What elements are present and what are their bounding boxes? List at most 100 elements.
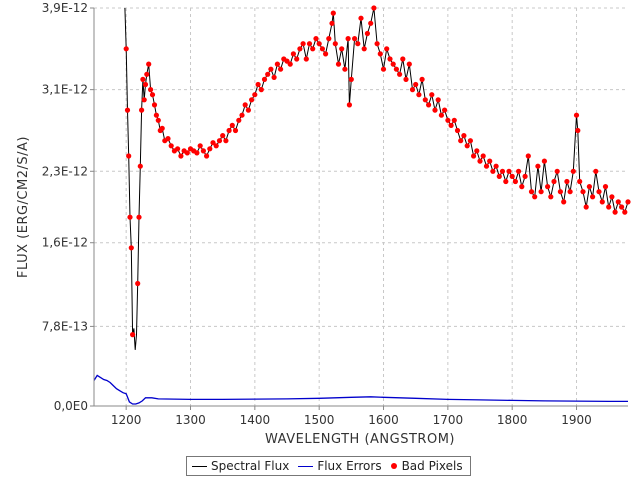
bad-pixel-point <box>232 127 239 134</box>
bad-pixel-point <box>551 178 557 185</box>
bad-pixel-point <box>516 168 522 174</box>
bad-pixel-point <box>339 46 345 52</box>
bad-pixel-point <box>368 20 374 26</box>
bad-pixel-point <box>130 332 136 338</box>
bad-pixel-point <box>332 41 338 47</box>
bad-pixel-point <box>503 178 509 185</box>
bad-pixel-point <box>409 87 416 93</box>
bad-pixel-point <box>303 56 309 62</box>
bad-pixel-point <box>297 46 303 52</box>
bad-pixel-point <box>426 102 432 108</box>
bad-pixel-point <box>442 107 448 113</box>
bad-pixel-point <box>364 30 370 37</box>
y-tick-label: 2,3E-12 <box>42 164 88 178</box>
bad-pixel-point <box>326 36 332 42</box>
bad-pixel-point <box>557 189 564 195</box>
bad-pixel-point <box>445 117 451 123</box>
bad-pixel-point <box>127 214 133 220</box>
bad-pixel-point <box>480 153 486 159</box>
bad-pixel-point <box>252 92 258 98</box>
bad-pixel-point <box>403 76 409 82</box>
bad-pixel-point <box>532 194 538 200</box>
bad-pixel-point <box>361 46 367 52</box>
legend-swatch-bad-pixels <box>390 463 397 469</box>
bad-pixel-point <box>586 184 593 190</box>
bad-pixel-point <box>583 204 589 210</box>
bad-pixel-point <box>319 46 325 52</box>
bad-pixel-point <box>519 184 525 190</box>
bad-pixel-point <box>548 194 554 200</box>
legend-swatch-spectral-flux <box>192 465 207 467</box>
bad-pixel-point <box>204 153 210 159</box>
series-line-flux-errors <box>93 374 628 405</box>
bad-pixel-point <box>393 66 399 72</box>
bad-pixel-point <box>220 133 226 139</box>
bad-pixel-point <box>380 66 387 72</box>
bad-pixel-point <box>416 92 422 98</box>
bad-pixel-point <box>419 76 425 82</box>
bad-pixel-point <box>599 199 605 205</box>
bad-pixel-point <box>229 122 235 128</box>
bad-pixel-point <box>124 107 131 113</box>
bad-pixel-point <box>371 5 377 11</box>
bad-pixel-point <box>258 87 264 93</box>
bad-pixel-point <box>178 153 184 159</box>
bad-pixel-point <box>329 20 335 26</box>
bad-pixel-point <box>245 107 251 113</box>
x-tick-label: 1300 <box>175 413 206 427</box>
bad-pixel-point <box>335 61 342 67</box>
bad-pixel-point <box>278 66 284 72</box>
bad-pixel-point <box>223 138 229 144</box>
bad-pixel-point <box>471 153 477 159</box>
legend-swatch-flux-errors <box>298 465 314 467</box>
bad-pixel-point <box>467 138 473 144</box>
bad-pixel-point <box>345 36 351 42</box>
bad-pixel-point <box>429 92 435 98</box>
bad-pixel-point <box>126 153 132 159</box>
bad-pixel-point <box>538 189 544 195</box>
legend-label-flux-errors: Flux Errors <box>317 459 382 473</box>
bad-pixel-point <box>300 41 306 47</box>
bad-pixel-point <box>464 143 470 149</box>
bad-pixel-point <box>274 61 280 67</box>
bad-pixel-point <box>606 204 612 210</box>
bad-pixel-point <box>142 81 149 88</box>
bad-pixel-point <box>155 117 161 123</box>
bad-pixel-point <box>622 209 628 215</box>
bad-pixel-point <box>348 76 354 82</box>
x-tick-label: 1600 <box>368 413 399 427</box>
bad-pixel-point <box>352 36 358 42</box>
bad-pixel-point <box>271 74 277 80</box>
x-ticks: 1200 1300 1400 1500 1600 1700 1800 1900 <box>111 406 592 427</box>
bad-pixel-point <box>148 87 154 93</box>
legend-item-bad-pixels: Bad Pixels <box>390 459 463 473</box>
bad-pixel-point <box>242 102 248 108</box>
bad-pixel-point <box>316 41 322 47</box>
x-tick-label: 1500 <box>304 413 335 427</box>
bad-pixel-point <box>136 214 142 220</box>
bad-pixel-point <box>477 158 483 164</box>
bad-pixel-point <box>153 112 159 118</box>
bad-pixel-point <box>422 97 428 103</box>
bad-pixel-point <box>175 146 181 152</box>
bad-pixel-point <box>146 61 152 67</box>
bad-pixel-point <box>593 168 599 174</box>
bad-pixel-point <box>474 148 480 154</box>
bad-pixel-point <box>236 117 242 123</box>
bad-pixel-point <box>216 138 223 144</box>
bad-pixel-point <box>567 189 573 195</box>
bad-pixel-point <box>625 199 631 205</box>
y-tick-label: 3,1E-12 <box>42 83 88 97</box>
bad-pixel-point <box>580 189 586 195</box>
bad-pixel-point <box>432 107 438 113</box>
bad-pixel-point <box>194 150 200 156</box>
bad-pixel-point <box>159 125 165 131</box>
x-tick-label: 1700 <box>433 413 464 427</box>
bad-pixel-point <box>570 168 576 174</box>
bad-pixel-point <box>454 127 461 134</box>
legend-item-spectral-flux: Spectral Flux <box>192 459 289 473</box>
bad-pixel-point <box>590 194 596 200</box>
bad-pixel-point <box>575 127 581 134</box>
bad-pixel-point <box>499 168 506 174</box>
